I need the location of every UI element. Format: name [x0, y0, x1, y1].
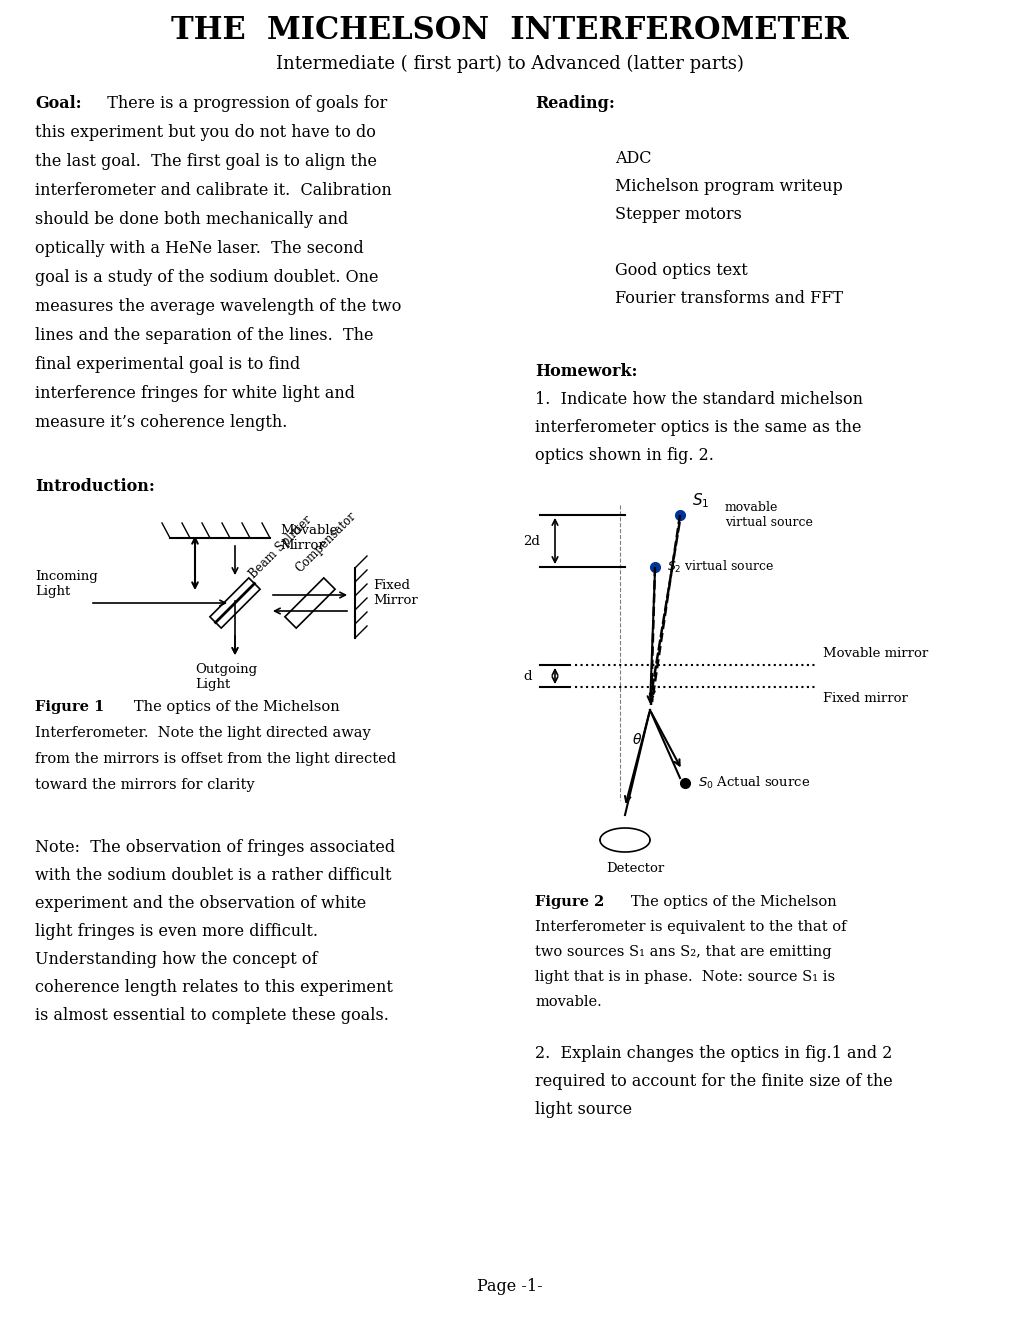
Text: d: d: [523, 669, 532, 682]
Text: Compensator: Compensator: [292, 510, 359, 576]
Text: Good optics text: Good optics text: [614, 261, 747, 279]
Text: lines and the separation of the lines.  The: lines and the separation of the lines. T…: [35, 327, 373, 345]
Text: Movable
Mirror: Movable Mirror: [280, 524, 337, 552]
Text: ADC: ADC: [614, 150, 651, 168]
Text: Fixed mirror: Fixed mirror: [822, 692, 907, 705]
Text: Detector: Detector: [605, 862, 663, 875]
Text: Stepper motors: Stepper motors: [614, 206, 741, 223]
Text: final experimental goal is to find: final experimental goal is to find: [35, 356, 300, 374]
Text: coherence length relates to this experiment: coherence length relates to this experim…: [35, 979, 392, 997]
Text: goal is a study of the sodium doublet. One: goal is a study of the sodium doublet. O…: [35, 269, 378, 286]
Text: measures the average wavelength of the two: measures the average wavelength of the t…: [35, 298, 401, 315]
Text: Reading:: Reading:: [535, 95, 614, 112]
Text: Goal:: Goal:: [35, 95, 82, 112]
Text: Incoming
Light: Incoming Light: [35, 570, 98, 598]
Text: measure it’s coherence length.: measure it’s coherence length.: [35, 414, 287, 432]
Text: light source: light source: [535, 1101, 632, 1118]
Text: Understanding how the concept of: Understanding how the concept of: [35, 950, 317, 968]
Text: optics shown in fig. 2.: optics shown in fig. 2.: [535, 447, 713, 465]
Text: Outgoing
Light: Outgoing Light: [195, 663, 257, 690]
Text: Michelson program writeup: Michelson program writeup: [614, 178, 842, 195]
Text: the last goal.  The first goal is to align the: the last goal. The first goal is to alig…: [35, 153, 377, 170]
Text: $S_0$ Actual source: $S_0$ Actual source: [697, 775, 809, 791]
Text: $S_1$: $S_1$: [691, 491, 708, 510]
Text: Interferometer.  Note the light directed away: Interferometer. Note the light directed …: [35, 726, 370, 741]
Text: Homework:: Homework:: [535, 363, 637, 380]
Text: is almost essential to complete these goals.: is almost essential to complete these go…: [35, 1007, 388, 1024]
Text: two sources S₁ ans S₂, that are emitting: two sources S₁ ans S₂, that are emitting: [535, 945, 830, 960]
Text: 1.  Indicate how the standard michelson: 1. Indicate how the standard michelson: [535, 391, 862, 408]
Text: $\theta$: $\theta$: [632, 733, 642, 747]
Text: interferometer and calibrate it.  Calibration: interferometer and calibrate it. Calibra…: [35, 182, 391, 199]
Text: Page -1-: Page -1-: [477, 1278, 542, 1295]
Text: THE  MICHELSON  INTERFEROMETER: THE MICHELSON INTERFEROMETER: [171, 15, 848, 46]
Text: The optics of the Michelson: The optics of the Michelson: [616, 895, 836, 909]
Polygon shape: [210, 578, 260, 628]
Text: with the sodium doublet is a rather difficult: with the sodium doublet is a rather diff…: [35, 867, 391, 884]
Text: experiment and the observation of white: experiment and the observation of white: [35, 895, 366, 912]
Text: $S_2$ virtual source: $S_2$ virtual source: [666, 558, 773, 576]
Text: Fixed
Mirror: Fixed Mirror: [373, 579, 418, 607]
Text: There is a progression of goals for: There is a progression of goals for: [97, 95, 387, 112]
Text: Beam Splitter: Beam Splitter: [247, 513, 315, 581]
Text: from the mirrors is offset from the light directed: from the mirrors is offset from the ligh…: [35, 752, 395, 766]
Text: Fourier transforms and FFT: Fourier transforms and FFT: [614, 290, 842, 308]
Text: Figure 1: Figure 1: [35, 700, 104, 714]
Text: Intermediate ( first part) to Advanced (latter parts): Intermediate ( first part) to Advanced (…: [276, 55, 743, 73]
Text: movable.: movable.: [535, 995, 601, 1008]
Text: should be done both mechanically and: should be done both mechanically and: [35, 211, 347, 228]
Text: The optics of the Michelson: The optics of the Michelson: [120, 700, 339, 714]
Text: optically with a HeNe laser.  The second: optically with a HeNe laser. The second: [35, 240, 364, 257]
Text: toward the mirrors for clarity: toward the mirrors for clarity: [35, 777, 255, 792]
Polygon shape: [284, 578, 335, 628]
Text: Interferometer is equivalent to the that of: Interferometer is equivalent to the that…: [535, 920, 846, 935]
Text: Note:  The observation of fringes associated: Note: The observation of fringes associa…: [35, 840, 394, 855]
Text: Figure 2: Figure 2: [535, 895, 604, 909]
Text: interferometer optics is the same as the: interferometer optics is the same as the: [535, 418, 861, 436]
Text: light that is in phase.  Note: source S₁ is: light that is in phase. Note: source S₁ …: [535, 970, 835, 983]
Text: this experiment but you do not have to do: this experiment but you do not have to d…: [35, 124, 376, 141]
Text: movable
virtual source: movable virtual source: [725, 502, 812, 529]
Text: required to account for the finite size of the: required to account for the finite size …: [535, 1073, 892, 1090]
Text: Introduction:: Introduction:: [35, 478, 155, 495]
Text: 2d: 2d: [523, 535, 539, 548]
Text: light fringes is even more difficult.: light fringes is even more difficult.: [35, 923, 318, 940]
Text: 2.  Explain changes the optics in fig.1 and 2: 2. Explain changes the optics in fig.1 a…: [535, 1045, 892, 1063]
Text: Movable mirror: Movable mirror: [822, 647, 927, 660]
Text: interference fringes for white light and: interference fringes for white light and: [35, 385, 355, 403]
